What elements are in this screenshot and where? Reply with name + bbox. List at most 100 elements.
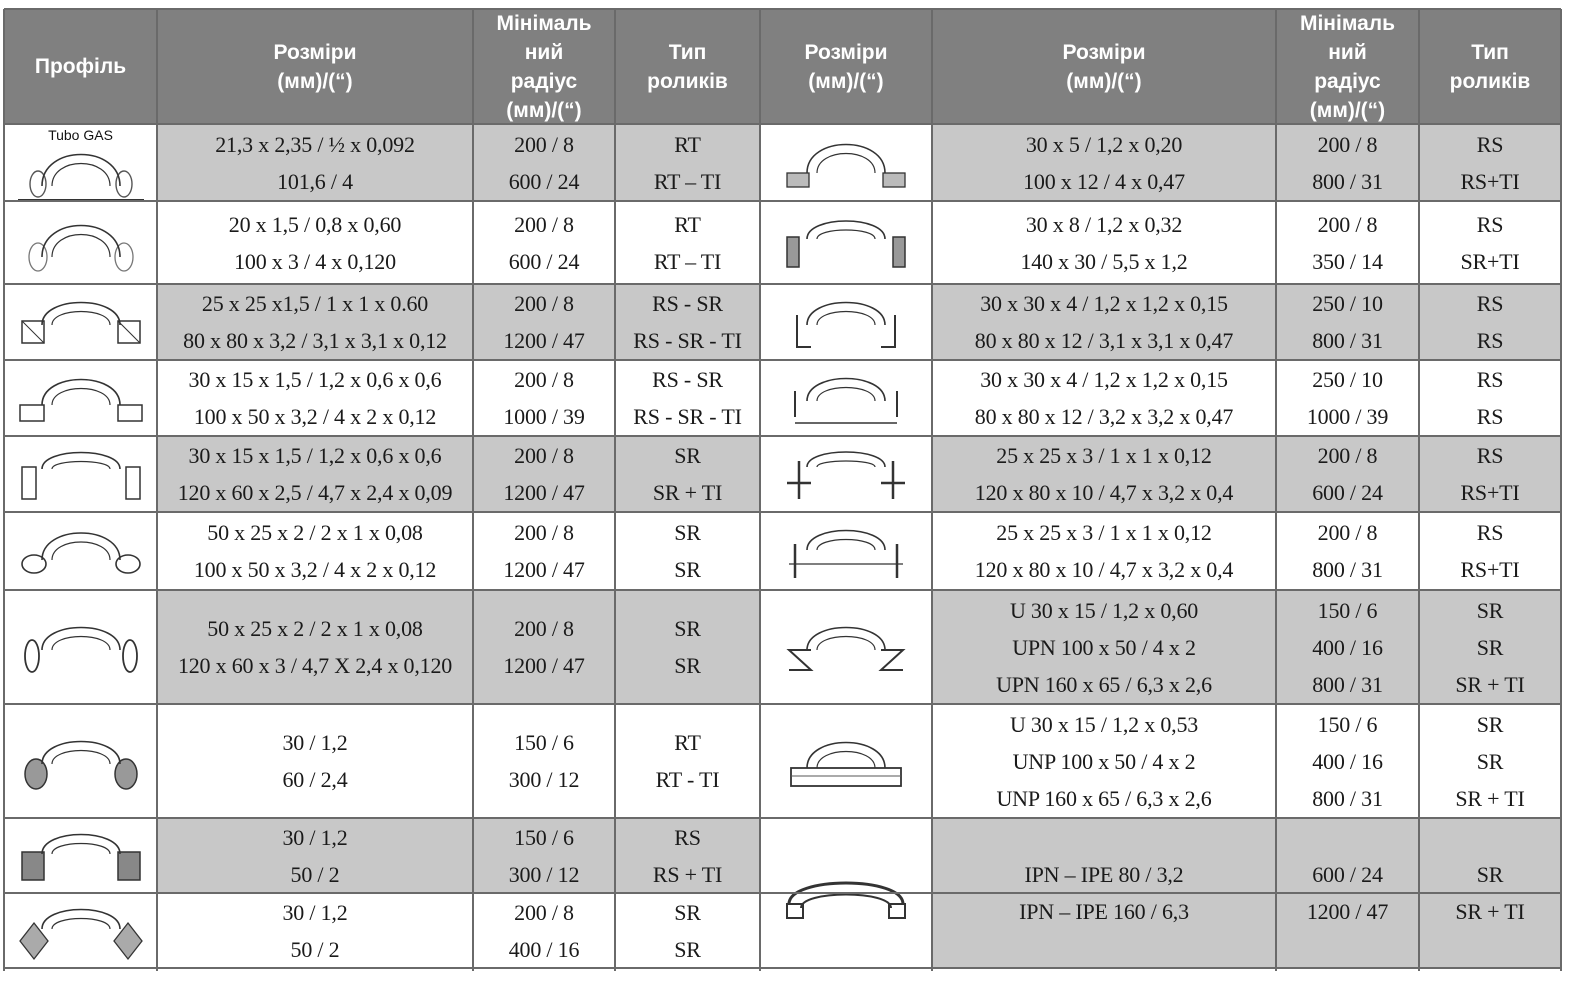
sizes-value: 120 x 80 x 10 / 4,7 x 3,2 x 0,4: [974, 480, 1234, 505]
rollers-cell: SR SR + TI: [615, 436, 760, 512]
radius-cell: 200 / 8 800 / 31: [1276, 512, 1419, 590]
rollers-value: RS - SR - TI: [633, 404, 742, 429]
sizes-value: 30 x 15 x 1,5 / 1,2 x 0,6 x 0,6: [188, 367, 442, 392]
rollers-value: RT: [674, 211, 701, 237]
header-label: Розміри: [273, 40, 357, 64]
sizes-value: 100 x 12 / 4 x 0,47: [1023, 168, 1185, 194]
header-label: (мм)/(“): [808, 69, 884, 93]
sizes-value: 20 x 1,5 / 0,8 x 0,60: [228, 211, 402, 237]
i-beam-icon: [781, 856, 911, 931]
rollers-cell: SR SR SR + TI: [1419, 590, 1561, 704]
sizes-value: 120 x 60 x 3 / 4,7 X 2,4 x 0,120: [177, 653, 453, 678]
sizes-value: 25 x 25 x 3 / 1 x 1 x 0,12: [996, 443, 1212, 468]
header-label: (мм)/(“): [506, 98, 582, 122]
sizes-cell: 50 x 25 x 2 / 2 x 1 x 0,08 100 x 50 x 3,2…: [157, 512, 473, 590]
sizes-value: 30 x 30 x 4 / 1,2 x 1,2 x 0,15: [980, 291, 1228, 316]
radius-cell: 200 / 8 600 / 24: [1276, 436, 1419, 512]
rollers-cell: RT RT - TI: [615, 704, 760, 818]
rollers-value: SR + TI: [1455, 671, 1525, 697]
rollers-value: RS: [1476, 211, 1504, 237]
sizes-value: UPN 100 x 50 / 4 x 2: [1012, 634, 1196, 660]
profile-cell: [760, 436, 932, 512]
rollers-value: SR: [674, 899, 701, 925]
profile-cell: [4, 704, 157, 818]
rollers-value: RS: [1476, 443, 1504, 468]
radius-cell: 150 / 6 300 / 12: [473, 818, 615, 893]
rollers-value: SR: [1476, 634, 1504, 660]
profile-cell: [4, 893, 157, 968]
sizes-value: 101,6 / 4: [277, 168, 353, 194]
radius-value: 600 / 24: [508, 168, 580, 194]
sizes-value: 80 x 80 x 12 / 3,1 x 3,1 x 0,47: [974, 328, 1234, 353]
header-label: (мм)/(“): [1309, 98, 1386, 122]
radius-value: 200 / 8: [514, 367, 574, 392]
rollers-cell: RS - SR RS - SR - TI: [615, 284, 760, 360]
sizes-value: 120 x 60 x 2,5 / 4,7 x 2,4 x 0,09: [177, 480, 453, 505]
sizes-cell: 30 / 1,2 50 / 2: [157, 893, 473, 968]
radius-value: 400 / 16: [508, 936, 580, 962]
round-tube-on-rail-icon: [16, 134, 146, 209]
rollers-value: RS: [1476, 291, 1504, 316]
row-divider: [4, 892, 1561, 894]
rollers-cell: RS SR+TI: [1419, 201, 1561, 284]
radius-value: 350 / 14: [1312, 248, 1383, 274]
sizes-value: 30 / 1,2: [282, 730, 348, 755]
radius-value: 800 / 31: [1312, 168, 1383, 194]
header-label: Розміри: [804, 40, 888, 64]
sizes-cell: U 30 x 15 / 1,2 x 0,53 UNP 100 x 50 / 4 x…: [932, 704, 1276, 818]
rollers-value: RS + TI: [652, 861, 723, 887]
rollers-cell: SR SR SR + TI: [1419, 704, 1561, 818]
radius-value: 150 / 6: [1317, 711, 1378, 737]
row-divider: [4, 8, 1561, 10]
radius-value: 1000 / 39: [1306, 404, 1389, 429]
sizes-cell: 20 x 1,5 / 0,8 x 0,60 100 x 3 / 4 x 0,120: [157, 201, 473, 284]
flat-bar-upright-icon: [781, 205, 911, 280]
profile-cell: [760, 284, 932, 360]
header-rollers-right: Тип роликів: [1419, 9, 1561, 124]
header-profile: Профіль: [4, 9, 157, 124]
rollers-value: RS: [1476, 404, 1504, 429]
rollers-value: SR: [674, 653, 701, 678]
rollers-value: RS - SR: [652, 291, 723, 316]
rollers-value: SR: [674, 936, 701, 962]
sizes-value: 30 x 30 x 4 / 1,2 x 1,2 x 0,15: [980, 367, 1228, 392]
radius-value: 300 / 12: [508, 861, 580, 887]
sizes-value: UPN 160 x 65 / 6,3 x 2,6: [996, 671, 1212, 697]
column-divider: [614, 9, 616, 971]
rect-tube-flat-icon: [16, 361, 146, 436]
row-divider: [4, 703, 1561, 705]
radius-cell: 200 / 8 1200 / 47: [473, 436, 615, 512]
radius-value: 200 / 8: [1317, 520, 1378, 545]
radius-cell: 200 / 8 1200 / 47: [473, 284, 615, 360]
row-divider: [4, 359, 1561, 361]
rollers-value: RS - SR: [652, 367, 723, 392]
radius-value: 800 / 31: [1312, 328, 1383, 353]
radius-value: 150 / 6: [514, 824, 574, 850]
header-label: (мм)/(“): [277, 69, 353, 93]
radius-value: 200 / 8: [514, 616, 574, 641]
rollers-cell: RS RS + TI: [615, 818, 760, 893]
radius-value: 600 / 24: [1312, 480, 1383, 505]
sizes-cell: 25 x 25 x 3 / 1 x 1 x 0,12 120 x 80 x 10 …: [932, 512, 1276, 590]
radius-value: 200 / 8: [1317, 443, 1378, 468]
diamond-bar-icon: [16, 893, 146, 968]
rollers-value: RS: [1476, 328, 1504, 353]
row-divider: [4, 435, 1561, 437]
rollers-cell: SR SR: [615, 590, 760, 704]
rollers-value: RS: [1476, 367, 1504, 392]
rollers-value: SR: [1476, 748, 1504, 774]
sizes-value: 50 / 2: [290, 936, 340, 962]
header-radius-left: Мінімаль ний радіус (мм)/(“): [473, 9, 615, 124]
header-label: ний: [524, 40, 564, 64]
rollers-value: SR+TI: [1460, 248, 1520, 274]
sizes-cell: 30 / 1,2 50 / 2: [157, 818, 473, 893]
profile-cell: Tubo GAS: [4, 124, 157, 201]
tee-out-icon: [781, 437, 911, 512]
rollers-value: SR: [1476, 597, 1504, 623]
rollers-value: RT - TI: [655, 767, 720, 792]
rollers-value: SR: [674, 520, 701, 545]
angle-in-icon: [781, 361, 911, 436]
tube-gas-label: Tubo GAS: [48, 127, 113, 143]
header-label: Мінімаль: [1299, 11, 1396, 35]
header-rollers-left: Тип роликів: [615, 9, 760, 124]
